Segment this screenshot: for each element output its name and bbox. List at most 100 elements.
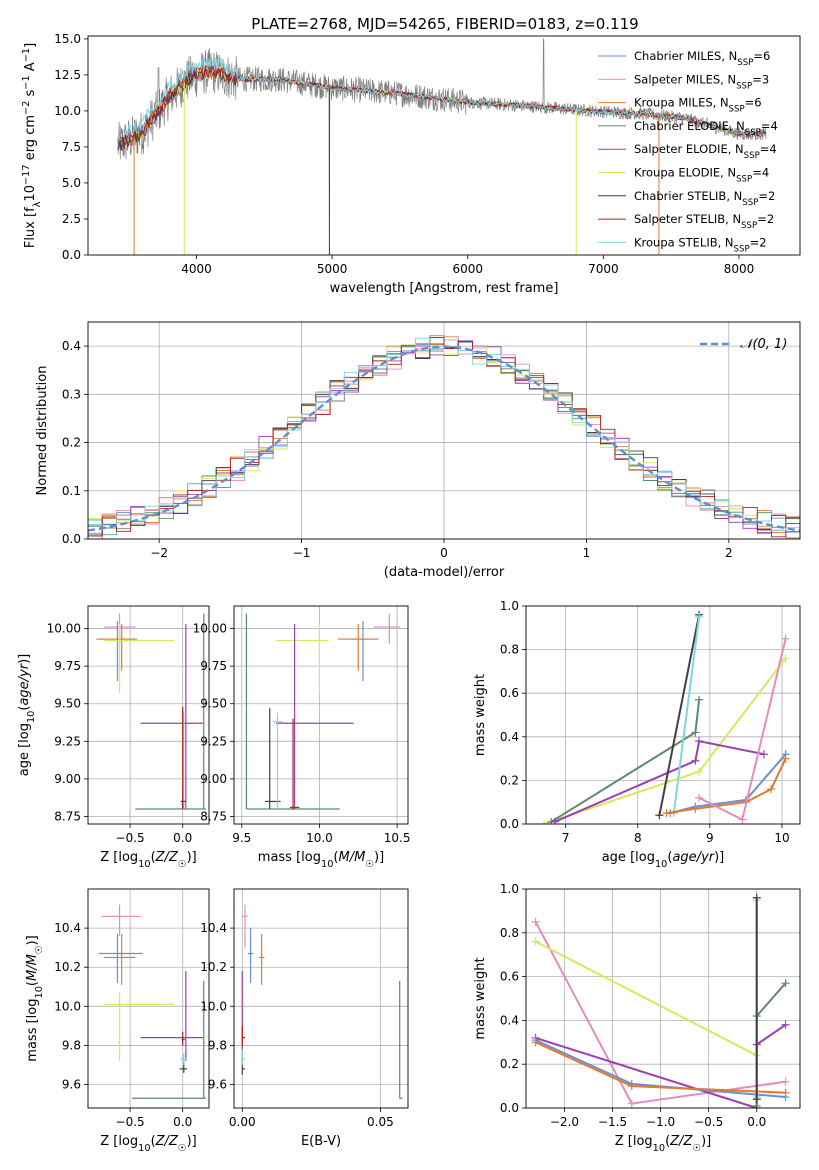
histogram-salpeter_elodie	[88, 340, 800, 537]
x-tick-label: 1	[583, 546, 591, 560]
axes-frame	[87, 35, 801, 256]
x-tick-label: 9.5	[232, 831, 251, 845]
series-line	[666, 758, 787, 815]
errorbar-chabrier_miles	[347, 621, 379, 682]
errorbar-salpeter_miles	[242, 904, 248, 948]
errorbar-kroupa_miles	[258, 933, 265, 985]
x-tick-label: 0.0	[747, 1115, 766, 1129]
series-chabrier_miles	[666, 750, 790, 818]
residuals-panel: −2 −1 0 1 2 0.0 0.1 0.2 0.3 0.4 (data-model)/error…	[35, 321, 801, 580]
point-marker	[695, 767, 704, 776]
point-marker	[691, 728, 700, 737]
series-line	[554, 740, 765, 823]
y-tick-label: 9.6	[208, 1078, 227, 1092]
weight_vs_z-panel: −2.0 −1.5 −1.0 −0.5 0.0 0.0 0.2 0.4 0.6 0.8 1.0 Z […	[473, 882, 801, 1154]
y-tick-label: 0.4	[500, 1013, 519, 1027]
point-marker	[627, 1099, 636, 1108]
x-tick-label: 4000	[181, 262, 212, 276]
y-tick-label: 7.5	[62, 140, 81, 154]
point-marker	[781, 1077, 790, 1086]
weight_vs_age-panel: 7 8 9 10 0.0 0.2 0.4 0.6 0.8 1.0 age [log10(age/yr…	[473, 599, 801, 870]
point-marker	[531, 937, 540, 946]
errorbar-chabrier_miles	[98, 933, 143, 983]
y-tick-label: 10.0	[54, 999, 81, 1013]
y-tick-label: 9.25	[200, 734, 227, 748]
legend: Chabrier MILES, NSSP=6 Salpeter MILES, NS…	[598, 49, 778, 254]
y-tick-label: 0.4	[62, 339, 81, 353]
series-lines	[531, 893, 790, 1108]
errorbar-salpeter_stelib	[181, 706, 185, 809]
errorbar-kroupa_stelib	[241, 1049, 246, 1065]
mass_vs_z-panel: −0.5 0.0 9.6 9.8 10.0 10.2 10.4 Z [log10(Z/Z☉)]…	[25, 888, 210, 1154]
y-tick-label: 12.5	[54, 68, 81, 82]
model-spectrum-kroupa_stelib	[122, 55, 766, 138]
legend-label: Chabrier STELIB, NSSP=2	[634, 189, 775, 208]
errorbar-salpeter_stelib	[181, 1031, 185, 1046]
y-tick-label: 2.5	[62, 212, 81, 226]
point-marker	[695, 695, 704, 704]
x-axis-label: Z [log10(Z/Z☉)]	[100, 850, 197, 870]
series-kroupa_stelib	[669, 612, 704, 818]
y-axis-label: Normed distribution	[35, 366, 50, 496]
x-tick-label: −0.5	[116, 1115, 145, 1129]
x-axis-label: E(B-V)	[301, 1134, 341, 1149]
errorbars	[98, 904, 206, 1099]
series-kroupa_elodie	[531, 937, 761, 1060]
x-tick-label: −2.0	[550, 1115, 579, 1129]
axes-frame	[87, 605, 210, 825]
errorbars	[241, 904, 403, 1099]
point-marker	[540, 820, 549, 824]
y-tick-label: 0.0	[500, 817, 519, 831]
legend-label: Chabrier ELODIE, NSSP=4	[634, 119, 778, 138]
y-tick-label: 10.4	[200, 921, 227, 935]
point-marker	[691, 804, 700, 813]
errorbar-kroupa_miles	[98, 624, 136, 671]
errorbar-salpeter_elodie	[140, 971, 204, 1062]
y-tick-label: 0.0	[500, 1101, 519, 1115]
point-marker	[627, 1082, 636, 1091]
point-marker	[738, 815, 747, 824]
point-marker	[531, 1038, 540, 1047]
y-tick-label: 10.00	[193, 622, 227, 636]
series-line	[755, 982, 787, 1106]
age_vs_z-panel: −0.5 0.0 8.75 9.00 9.25 9.50 9.75 10.00 Z [log10…	[17, 605, 210, 870]
x-tick-label: 0.0	[173, 831, 192, 845]
x-tick-label: 6000	[452, 262, 483, 276]
y-tick-label: 8.75	[54, 809, 81, 823]
legend: 𝒩(0, 1)	[700, 337, 787, 352]
point-marker	[531, 917, 540, 926]
x-axis-label: Z [log10(Z/Z☉)]	[615, 1134, 712, 1154]
age_vs_mass-panel: 9.5 10.0 10.5 8.75 9.00 9.25 9.50 9.75 10.00 mass…	[193, 605, 410, 870]
point-marker	[752, 1095, 761, 1104]
x-tick-label: 0	[440, 546, 448, 560]
x-tick-label: 7000	[588, 262, 619, 276]
x-tick-label: −0.5	[694, 1115, 723, 1129]
series-line	[543, 657, 787, 824]
y-tick-label: 0.1	[62, 484, 81, 498]
y-tick-label: 0.2	[500, 1057, 519, 1071]
x-axis-label: age [log10(age/yr)]	[602, 850, 725, 870]
series-line	[535, 940, 758, 1057]
errorbar-chabrier_elodie	[132, 980, 206, 1099]
legend-label: 𝒩(0, 1)	[740, 337, 787, 352]
point-marker	[781, 654, 790, 663]
axes-frame	[87, 321, 801, 540]
y-tick-label: 9.6	[62, 1078, 81, 1092]
y-tick-label: 10.4	[54, 921, 81, 935]
y-tick-label: 0.6	[500, 970, 519, 984]
y-tick-label: 0.2	[500, 773, 519, 787]
errorbar-chabrier_elodie	[399, 980, 403, 1099]
y-axis-label: mass weight	[473, 674, 488, 756]
x-tick-label: 10	[774, 831, 789, 845]
y-tick-label: 10.2	[54, 960, 81, 974]
x-tick-label: 10.0	[306, 831, 333, 845]
axes-frame	[233, 605, 409, 825]
errorbar-kroupa_elodie	[103, 624, 175, 694]
x-tick-label: 2	[725, 546, 733, 560]
y-tick-label: 0.8	[500, 926, 519, 940]
axes-frame	[525, 605, 801, 825]
spectrum-panel: 4000 5000 6000 7000 8000 0.0 2.5 5.0 7.5 10.0 12.5…	[21, 32, 801, 296]
y-axis-label: age [log10(age/yr)]	[17, 654, 37, 777]
series-chabrier_stelib	[752, 893, 761, 1104]
point-marker	[691, 756, 700, 765]
